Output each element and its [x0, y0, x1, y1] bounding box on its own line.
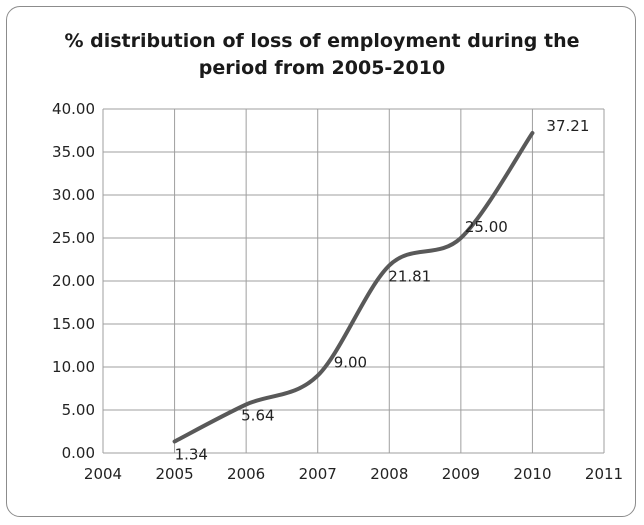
x-tick-label: 2009 — [442, 465, 480, 483]
y-tick-label: 35.00 — [52, 143, 95, 161]
data-point — [173, 439, 177, 443]
data-label: 25.00 — [465, 218, 508, 236]
y-tick-label: 25.00 — [52, 229, 95, 247]
series-line-group — [172, 130, 535, 444]
y-tick-label: 0.00 — [62, 444, 95, 462]
x-tick-label: 2006 — [227, 465, 265, 483]
x-tick-label: 2005 — [155, 465, 193, 483]
chart-title-line-1: % distribution of loss of employment dur… — [64, 30, 580, 52]
chart-frame — [6, 6, 636, 517]
y-tick-label: 40.00 — [52, 100, 95, 118]
data-label: 21.81 — [388, 267, 431, 285]
data-point — [316, 374, 320, 378]
axis-tick-labels: 0.00 5.00 10.00 15.00 20.00 25.00 30.00 35.00 40… — [52, 100, 623, 483]
data-label: 5.64 — [241, 406, 274, 424]
chart-title-line-2: period from 2005-2010 — [198, 57, 446, 79]
gridlines — [102, 108, 605, 454]
x-tick-label: 2004 — [84, 465, 122, 483]
y-tick-label: 5.00 — [62, 401, 95, 419]
y-tick-label: 30.00 — [52, 186, 95, 204]
series-line — [172, 130, 535, 444]
x-tick-label: 2011 — [585, 465, 623, 483]
data-label: 37.21 — [546, 117, 589, 135]
data-point — [459, 236, 463, 240]
data-label: 9.00 — [334, 354, 367, 372]
data-labels: 1.34 5.64 9.00 21.81 25.00 37.21 — [175, 117, 590, 463]
y-tick-label: 20.00 — [52, 272, 95, 290]
x-tick-label: 2008 — [370, 465, 408, 483]
chart-title: % distribution of loss of employment dur… — [0, 28, 644, 82]
x-tick-label: 2007 — [299, 465, 337, 483]
y-tick-label: 15.00 — [52, 315, 95, 333]
data-point — [530, 131, 534, 135]
y-tick-label: 10.00 — [52, 358, 95, 376]
data-label: 1.34 — [175, 445, 208, 463]
x-tick-label: 2010 — [513, 465, 551, 483]
